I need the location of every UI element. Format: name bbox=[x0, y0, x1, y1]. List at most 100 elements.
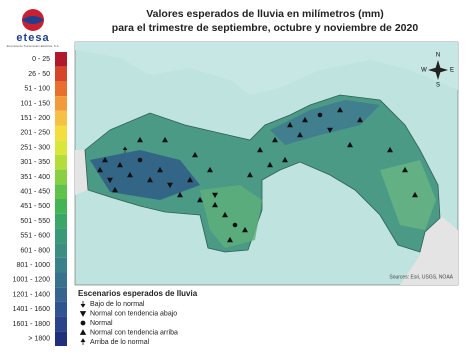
legend-swatch bbox=[55, 257, 67, 273]
legend-swatch bbox=[55, 96, 67, 111]
legend-label: 401 - 450 bbox=[20, 188, 50, 195]
sea-shade bbox=[75, 42, 458, 95]
station bbox=[326, 127, 334, 134]
station bbox=[101, 156, 109, 163]
legend-label: 351 - 400 bbox=[20, 174, 50, 181]
station bbox=[106, 177, 114, 184]
station bbox=[211, 192, 219, 199]
legend-swatch bbox=[55, 52, 67, 67]
station bbox=[191, 151, 199, 158]
legend-label: 0 - 25 bbox=[32, 56, 50, 63]
legend-swatch bbox=[55, 169, 67, 185]
legend-swatch bbox=[55, 154, 67, 170]
legend-swatch bbox=[55, 213, 67, 229]
legend-swatch bbox=[55, 81, 67, 97]
legend-label: 101 - 150 bbox=[20, 100, 50, 107]
station bbox=[256, 146, 264, 153]
station bbox=[221, 211, 229, 218]
legend-swatch bbox=[55, 110, 67, 126]
station bbox=[386, 146, 394, 153]
station bbox=[411, 191, 419, 198]
legend-swatch bbox=[55, 272, 67, 288]
legend-label: 251 - 300 bbox=[20, 144, 50, 151]
station bbox=[186, 176, 194, 183]
rain-zone bbox=[270, 100, 380, 145]
station bbox=[156, 166, 164, 173]
station bbox=[401, 166, 409, 173]
legend-swatch bbox=[55, 331, 67, 346]
scenario-label: Normal con tendencia abajo bbox=[90, 310, 177, 317]
station bbox=[356, 116, 364, 123]
scenario-label: Normal bbox=[90, 320, 113, 327]
legend-swatch bbox=[55, 125, 67, 141]
legend-label: 1601 - 1800 bbox=[13, 321, 50, 328]
legend-label: 801 - 1000 bbox=[17, 262, 51, 269]
legend-label: 151 - 200 bbox=[20, 115, 50, 122]
title: Valores esperados de lluvia en milímetro… bbox=[146, 8, 384, 20]
scenario-symbol bbox=[79, 311, 87, 317]
costa-rica bbox=[75, 150, 88, 195]
compass-n: N bbox=[436, 53, 440, 59]
compass-w: W bbox=[421, 68, 427, 74]
station bbox=[111, 186, 119, 193]
station bbox=[96, 166, 104, 173]
station bbox=[206, 166, 214, 173]
station bbox=[146, 176, 154, 183]
station bbox=[232, 222, 238, 228]
legend-swatch bbox=[55, 243, 67, 258]
logo-mark bbox=[22, 16, 44, 24]
scenario-symbol bbox=[80, 320, 86, 326]
station bbox=[161, 136, 169, 143]
rain-zone bbox=[90, 150, 200, 200]
panama bbox=[84, 94, 441, 253]
station bbox=[196, 196, 204, 203]
station bbox=[226, 236, 234, 243]
legend-swatch bbox=[55, 66, 67, 82]
stations bbox=[96, 106, 419, 243]
legend-swatch bbox=[55, 287, 67, 302]
station bbox=[211, 201, 219, 208]
scenario-label: Normal con tendencia arriba bbox=[90, 329, 178, 336]
station bbox=[317, 112, 323, 118]
station bbox=[116, 161, 124, 168]
station bbox=[126, 171, 134, 178]
scenario-title: Escenarios esperados de lluvia bbox=[78, 289, 198, 298]
logo-name: etesa bbox=[16, 32, 49, 44]
rain-zone bbox=[380, 160, 436, 230]
legend-label: 201 - 250 bbox=[20, 130, 50, 137]
scenario-symbol bbox=[80, 338, 86, 345]
scenario-symbol bbox=[80, 301, 86, 308]
station bbox=[122, 146, 128, 153]
legend-label: 301 - 350 bbox=[20, 159, 50, 166]
legend-label: 1001 - 1200 bbox=[13, 277, 50, 284]
legend-swatch bbox=[55, 184, 67, 199]
station bbox=[137, 157, 143, 163]
legend-swatch bbox=[55, 140, 67, 155]
compass: N S E W bbox=[421, 53, 454, 89]
compass-s: S bbox=[436, 83, 440, 89]
legend-label: 501 - 550 bbox=[20, 218, 50, 225]
scenario-label: Bajo de lo normal bbox=[90, 301, 145, 308]
legend-label: 551 - 600 bbox=[20, 233, 50, 240]
compass-e: E bbox=[450, 68, 454, 74]
legend-label: 51 - 100 bbox=[24, 86, 50, 93]
legend-swatch bbox=[55, 199, 67, 214]
legend-label: 601 - 800 bbox=[20, 247, 50, 254]
legend-swatch bbox=[55, 301, 67, 317]
title: para el trimestre de septiembre, octubre… bbox=[112, 22, 419, 34]
station bbox=[246, 171, 254, 178]
legend-label: > 1800 bbox=[28, 335, 50, 342]
station bbox=[271, 136, 279, 143]
legend-label: 1201 - 1400 bbox=[13, 291, 50, 298]
legend-swatch bbox=[55, 316, 67, 332]
scenario-label: Arriba de lo normal bbox=[90, 339, 150, 346]
colombia bbox=[400, 200, 458, 285]
station bbox=[166, 182, 174, 189]
station bbox=[346, 141, 354, 148]
legend-label: 1401 - 1600 bbox=[13, 306, 50, 313]
station bbox=[281, 156, 289, 163]
station bbox=[286, 121, 294, 128]
legend-swatch bbox=[55, 228, 67, 244]
legend-label: 451 - 500 bbox=[20, 203, 50, 210]
